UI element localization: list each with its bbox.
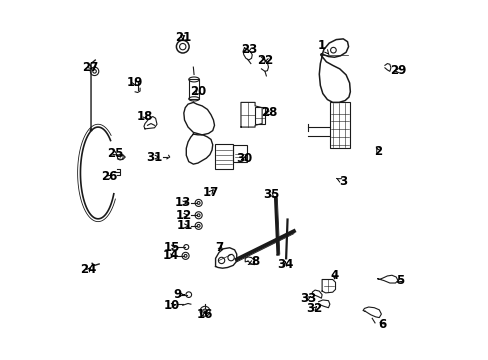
Text: 1: 1 — [317, 40, 328, 54]
Text: 34: 34 — [276, 258, 293, 271]
Bar — [255, 107, 264, 124]
Bar — [233, 145, 246, 162]
Bar — [214, 144, 232, 170]
Text: 17: 17 — [203, 186, 219, 199]
Text: 5: 5 — [395, 274, 403, 287]
Text: 14: 14 — [162, 249, 178, 262]
Text: 23: 23 — [241, 43, 257, 56]
Text: 2: 2 — [374, 145, 382, 158]
Text: 20: 20 — [190, 85, 206, 98]
Text: 25: 25 — [106, 147, 123, 160]
Text: 8: 8 — [248, 255, 259, 267]
Text: 31: 31 — [146, 150, 163, 163]
Text: 18: 18 — [137, 110, 153, 123]
Text: 28: 28 — [261, 107, 277, 120]
Text: 11: 11 — [176, 219, 192, 232]
Text: 9: 9 — [173, 288, 184, 301]
Text: 35: 35 — [262, 188, 279, 201]
Text: 30: 30 — [236, 152, 252, 165]
Text: 21: 21 — [174, 31, 190, 44]
Text: 7: 7 — [215, 240, 224, 253]
Text: 15: 15 — [163, 240, 179, 253]
Text: 19: 19 — [126, 76, 142, 90]
Text: 22: 22 — [257, 54, 273, 67]
Text: 10: 10 — [163, 299, 180, 312]
Bar — [188, 80, 199, 99]
Text: 13: 13 — [174, 197, 190, 210]
Bar — [329, 102, 349, 148]
Text: 24: 24 — [80, 264, 97, 276]
Text: 4: 4 — [330, 269, 338, 282]
Text: 16: 16 — [196, 307, 213, 320]
Text: 32: 32 — [305, 302, 322, 315]
Text: 3: 3 — [336, 175, 346, 188]
Text: 29: 29 — [389, 64, 406, 77]
Text: 12: 12 — [175, 209, 192, 222]
Text: 26: 26 — [102, 170, 118, 183]
Text: 33: 33 — [299, 292, 315, 305]
Text: 27: 27 — [81, 60, 98, 73]
Text: 6: 6 — [377, 318, 386, 331]
